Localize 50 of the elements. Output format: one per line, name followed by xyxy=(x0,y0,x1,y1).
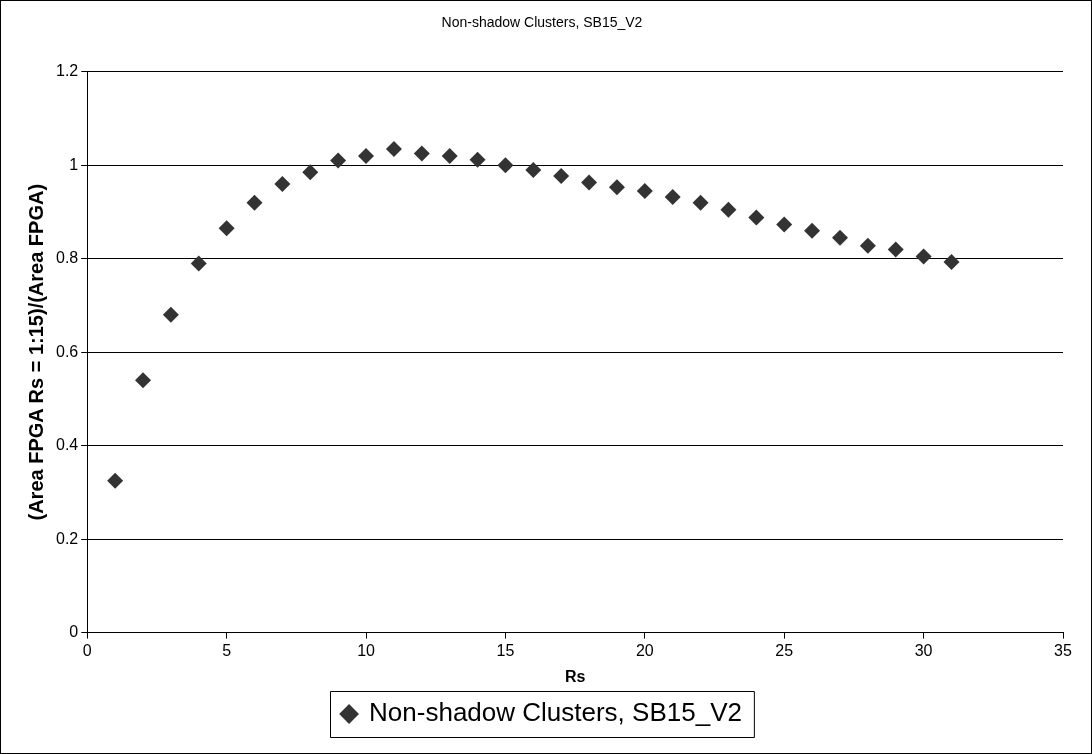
point xyxy=(608,179,625,196)
point xyxy=(776,216,793,233)
point xyxy=(553,168,570,185)
point xyxy=(469,151,486,168)
y-tick-label: 0.4 xyxy=(55,436,79,454)
y-tick-label: 1 xyxy=(69,155,79,173)
point xyxy=(274,175,291,192)
point xyxy=(831,229,848,246)
y-tick-label: 1.2 xyxy=(55,62,79,80)
y-tick-label: 0.8 xyxy=(55,249,79,267)
x-tick-label: 25 xyxy=(775,641,794,659)
point xyxy=(246,194,263,211)
point xyxy=(413,145,430,162)
x-tick-label: 0 xyxy=(82,641,92,659)
point xyxy=(664,189,681,206)
y-tick-label: 0.2 xyxy=(55,529,79,547)
point xyxy=(692,194,709,211)
point xyxy=(135,372,151,389)
chart-title: Non-shadow Clusters, SB15_V2 xyxy=(441,14,643,31)
point xyxy=(190,255,207,272)
point xyxy=(943,254,960,271)
point xyxy=(497,157,514,174)
x-tick-label: 10 xyxy=(357,641,376,659)
point xyxy=(748,209,765,226)
point xyxy=(804,222,821,239)
point xyxy=(915,248,932,265)
x-tick-label: 35 xyxy=(1054,641,1072,659)
point xyxy=(887,241,904,258)
point xyxy=(859,237,876,254)
point xyxy=(330,152,347,169)
y-axis-title: (Area FPGA Rs = 1:15)/(Area FPGA) xyxy=(24,183,47,521)
x-axis-title: Rs xyxy=(564,667,586,685)
point xyxy=(636,182,653,199)
x-tick-label: 20 xyxy=(635,641,654,659)
x-tick-label: 15 xyxy=(496,641,515,659)
point xyxy=(107,472,124,489)
point xyxy=(358,147,375,164)
point xyxy=(302,164,319,181)
point xyxy=(218,220,235,237)
point xyxy=(525,161,542,178)
y-tick-label: 0 xyxy=(69,623,79,641)
point xyxy=(581,174,598,191)
legend-label: Non-shadow Clusters, SB15_V2 xyxy=(369,697,742,728)
point xyxy=(720,201,737,218)
point xyxy=(385,140,402,157)
x-tick-label: 30 xyxy=(914,641,933,659)
point xyxy=(162,306,179,323)
point xyxy=(441,147,458,164)
x-tick-label: 5 xyxy=(222,641,232,659)
y-tick-label: 0.6 xyxy=(55,342,79,360)
